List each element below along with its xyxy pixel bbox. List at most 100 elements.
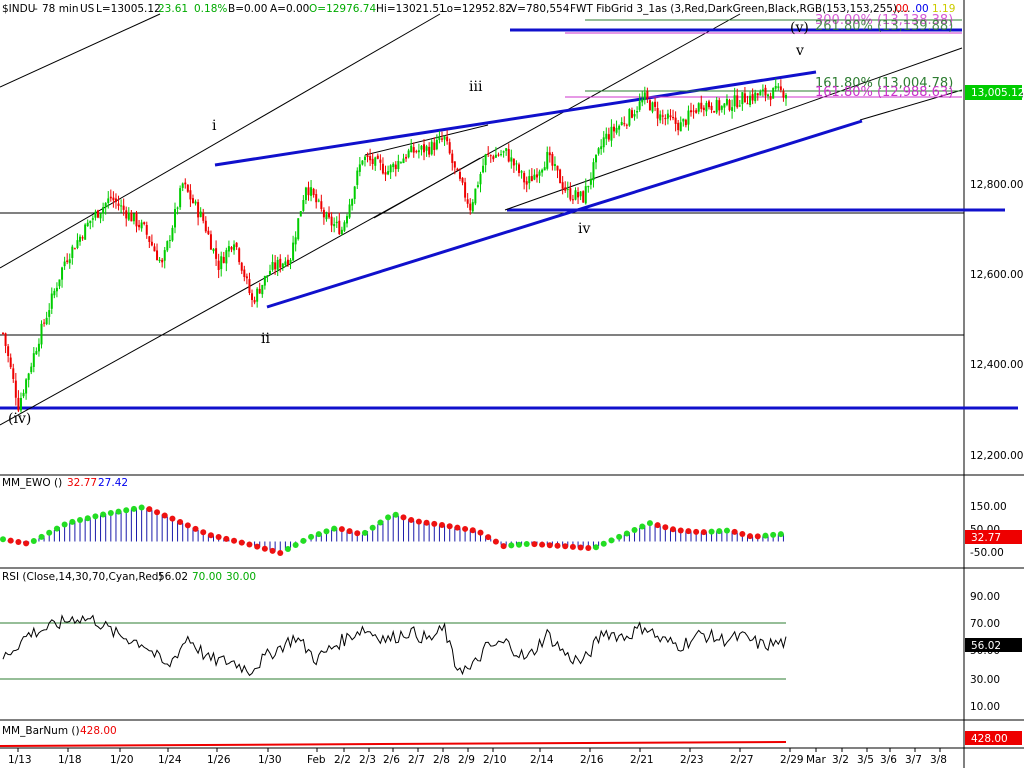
candle-body xyxy=(284,261,287,266)
candle-body xyxy=(417,150,420,153)
candle-body xyxy=(405,156,408,159)
ewo-dot xyxy=(308,533,315,540)
time-label: 2/23 xyxy=(680,754,704,766)
candle-body xyxy=(412,147,415,153)
candle-body xyxy=(595,154,598,163)
candle-body xyxy=(294,237,297,245)
ewo-dot xyxy=(654,522,661,529)
ewo-dot xyxy=(38,533,45,540)
candle-body xyxy=(253,300,256,303)
candle-body xyxy=(369,156,372,161)
ewo-dot xyxy=(593,544,600,551)
candle-body xyxy=(579,191,582,197)
candle-body xyxy=(738,105,741,107)
ewo-dot xyxy=(693,528,700,535)
candle-body xyxy=(145,224,148,235)
candle-body xyxy=(343,222,346,231)
candle-body xyxy=(482,165,485,173)
lower-trend-line xyxy=(266,119,863,309)
header-high: Hi=13021.51 xyxy=(376,3,446,15)
candle-body xyxy=(81,237,84,239)
candle-body xyxy=(9,357,12,368)
candle-body xyxy=(638,101,641,110)
ewo-dot xyxy=(15,538,22,545)
price-current-tag xyxy=(965,85,1022,100)
candle-body xyxy=(425,146,428,151)
candle-body xyxy=(189,190,192,200)
time-label: 3/7 xyxy=(905,754,922,766)
candle-body xyxy=(700,102,703,109)
candle-body xyxy=(109,196,112,199)
candle-body xyxy=(199,211,202,217)
ewo-tick: -50.00 xyxy=(970,547,1004,559)
candle-body xyxy=(4,333,7,346)
ewo-dot xyxy=(723,527,730,534)
ewo-dot xyxy=(161,512,168,519)
ewo-dot xyxy=(516,541,523,548)
price-tick: 12,800.00 xyxy=(970,179,1023,191)
header-study-val-1: .00 xyxy=(892,3,909,15)
candle-body xyxy=(55,287,58,292)
ewo-dot xyxy=(361,529,368,536)
candle-body xyxy=(615,127,618,133)
channel-line-2 xyxy=(0,13,441,269)
ewo-dot xyxy=(292,541,299,548)
candle-body xyxy=(428,146,431,155)
candle-body xyxy=(91,218,94,220)
candle-body xyxy=(94,211,97,218)
header-open: O=12976.74 xyxy=(309,3,376,15)
candle-body xyxy=(597,148,600,154)
ewo-dot xyxy=(639,523,646,530)
candle-body xyxy=(661,115,664,117)
ewo-dot xyxy=(623,530,630,537)
candle-body xyxy=(27,373,30,380)
candle-body xyxy=(112,197,115,201)
candle-body xyxy=(743,93,746,103)
candle-body xyxy=(122,205,125,210)
candle-body xyxy=(695,110,698,113)
candle-body xyxy=(130,212,133,222)
candle-body xyxy=(528,176,531,184)
candle-body xyxy=(512,158,515,166)
ewo-dot xyxy=(454,524,461,531)
candle-body xyxy=(268,270,271,275)
ewo-dot xyxy=(446,523,453,530)
ewo-dot xyxy=(677,527,684,534)
candle-body xyxy=(156,250,159,261)
candle-body xyxy=(589,178,592,185)
candle-body xyxy=(484,154,487,166)
candle-body xyxy=(179,188,182,208)
candle-body xyxy=(286,259,289,265)
candle-body xyxy=(774,86,777,89)
header-change: 23.61 xyxy=(158,3,188,15)
ewo-dot xyxy=(716,528,723,535)
candle-body xyxy=(330,216,333,226)
wave-label-i: i xyxy=(212,118,217,134)
ewo-histogram xyxy=(0,504,784,556)
candle-body xyxy=(248,279,251,294)
candle-body xyxy=(315,194,318,203)
candle-body xyxy=(202,212,205,221)
candle-body xyxy=(84,224,87,240)
candle-body xyxy=(191,198,194,203)
header-change-pct: 0.18% xyxy=(194,3,227,15)
candle-body xyxy=(258,288,261,294)
candle-body xyxy=(777,86,780,88)
header-sep: - xyxy=(34,3,38,15)
candle-body xyxy=(505,148,508,151)
candle-body xyxy=(256,288,259,302)
ewo-dot xyxy=(662,524,669,531)
time-label: 1/18 xyxy=(58,754,82,766)
candle-body xyxy=(710,105,713,110)
candle-body xyxy=(99,213,102,219)
wave-label-v: v xyxy=(795,43,804,59)
candle-body xyxy=(68,259,71,264)
candle-body xyxy=(222,256,225,263)
ewo-dot xyxy=(100,511,107,518)
candle-body xyxy=(310,187,313,196)
candle-body xyxy=(785,94,787,99)
candle-body xyxy=(754,92,757,102)
candle-body xyxy=(230,247,233,250)
candle-body xyxy=(271,261,274,270)
candle-body xyxy=(664,118,667,120)
